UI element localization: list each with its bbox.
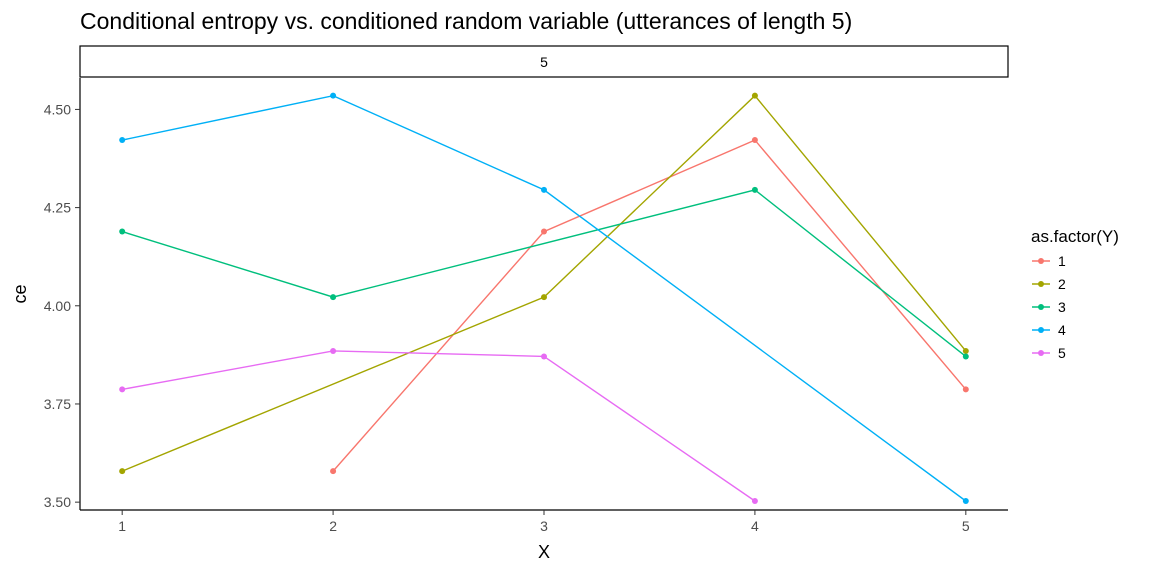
- series-1: [330, 137, 969, 475]
- legend-key-point: [1038, 350, 1044, 356]
- y-tick-label: 4.25: [44, 200, 71, 216]
- legend-key-point: [1038, 258, 1044, 264]
- axes: 3.50 3.75 4.00 4.25 4.50 1 2 3 4 5 Xce: [10, 78, 1008, 562]
- data-point: [962, 497, 969, 504]
- series-line: [122, 350, 756, 502]
- data-point: [119, 468, 126, 475]
- data-point: [119, 137, 126, 144]
- series-3: [119, 186, 969, 360]
- y-tick-label: 3.50: [44, 494, 71, 510]
- data-point: [330, 92, 337, 99]
- legend-label: 2: [1058, 276, 1066, 292]
- data-point: [962, 353, 969, 360]
- legend-item-2: 2: [1032, 276, 1066, 292]
- x-tick-label: 5: [962, 518, 970, 534]
- legend-label: 5: [1058, 345, 1066, 361]
- data-point: [541, 353, 547, 360]
- legend-item-1: 1: [1032, 253, 1066, 269]
- data-point: [119, 386, 126, 393]
- data-point: [541, 228, 547, 235]
- data-point: [751, 137, 758, 144]
- facet-label: 5: [540, 54, 548, 70]
- legend: as.factor(Y) 1 2 3 4 5: [1031, 227, 1119, 361]
- legend-item-5: 5: [1032, 345, 1066, 361]
- legend-key-point: [1038, 327, 1044, 333]
- data-point: [541, 294, 547, 301]
- x-tick-label: 2: [329, 518, 337, 534]
- x-axis-label: X: [538, 542, 550, 562]
- y-tick-label: 4.00: [44, 298, 71, 314]
- series-line: [121, 189, 967, 357]
- series-5: [119, 347, 758, 504]
- series-line: [121, 94, 967, 472]
- series-line: [122, 94, 967, 502]
- legend-title: as.factor(Y): [1031, 227, 1119, 246]
- legend-key-point: [1038, 304, 1044, 310]
- legend-label: 1: [1058, 253, 1066, 269]
- x-tick-label: 3: [540, 518, 548, 534]
- legend-key-point: [1038, 281, 1044, 287]
- data-point: [541, 186, 547, 193]
- y-tick-label: 3.75: [44, 396, 71, 412]
- series-2: [119, 92, 969, 475]
- x-tick-label: 4: [751, 518, 759, 534]
- y-axis-label: ce: [10, 284, 30, 303]
- data-point: [330, 294, 337, 301]
- data-point: [751, 186, 758, 193]
- legend-label: 3: [1058, 299, 1066, 315]
- data-point: [962, 347, 969, 354]
- data-point: [119, 228, 126, 235]
- chart-title: Conditional entropy vs. conditioned rand…: [80, 8, 853, 34]
- series-layer: [119, 92, 969, 504]
- data-point: [751, 92, 758, 99]
- data-point: [962, 386, 969, 393]
- data-point: [330, 347, 337, 354]
- series-line: [332, 139, 967, 472]
- facet-strip: [79, 45, 1009, 78]
- series-4: [119, 92, 969, 504]
- data-point: [751, 497, 758, 504]
- legend-label: 4: [1058, 322, 1066, 338]
- legend-item-3: 3: [1032, 299, 1066, 315]
- y-tick-label: 4.50: [44, 101, 71, 117]
- legend-item-4: 4: [1032, 322, 1066, 338]
- data-point: [330, 468, 337, 475]
- x-tick-label: 1: [118, 518, 126, 534]
